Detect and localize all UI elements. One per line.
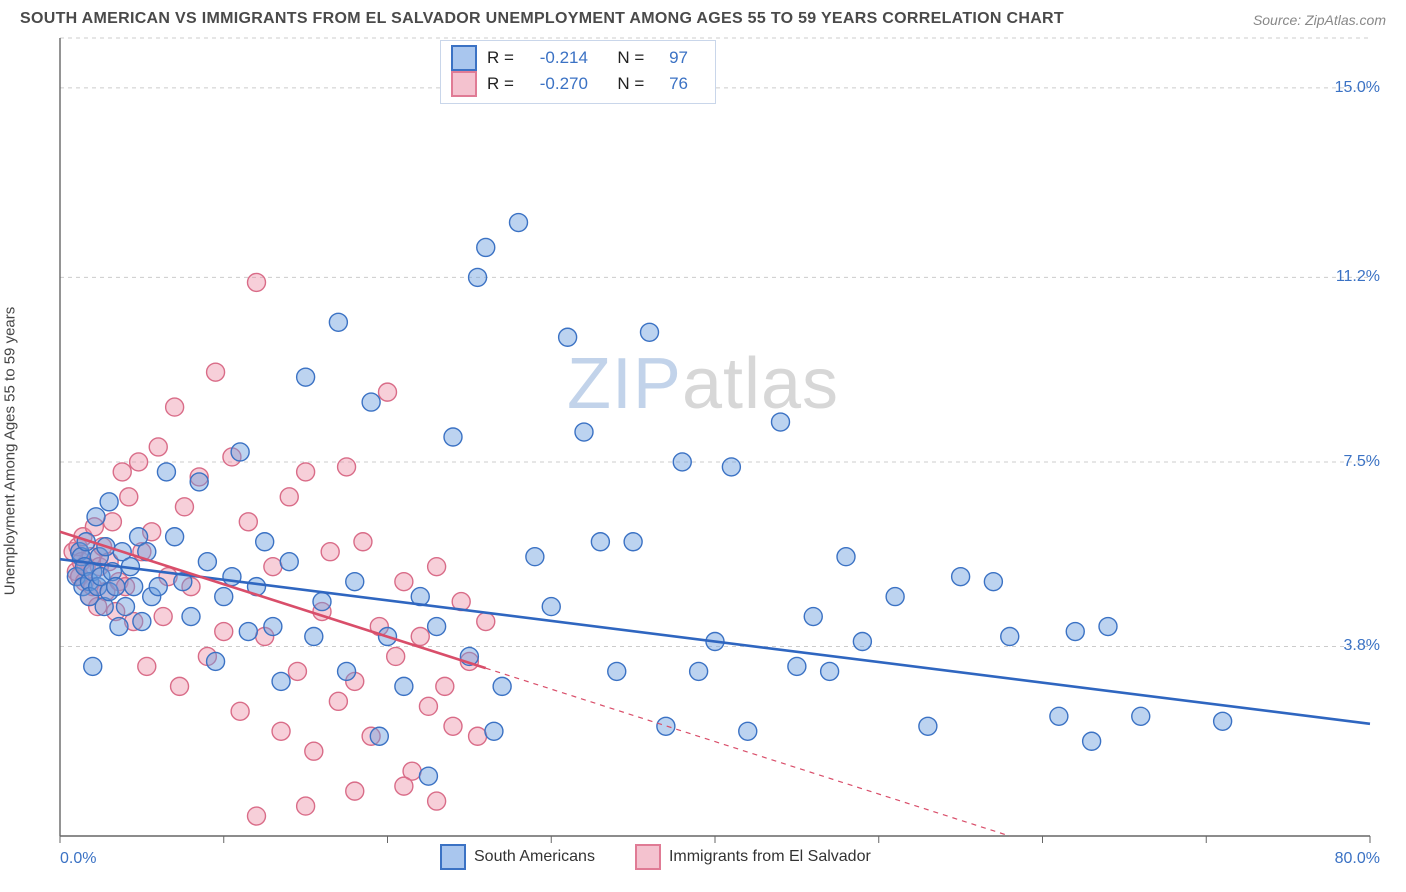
y-tick-label: 15.0%: [1335, 79, 1380, 97]
legend-item-1: Immigrants from El Salvador: [635, 844, 871, 870]
y-axis-label: Unemployment Among Ages 55 to 59 years: [2, 307, 19, 596]
y-tick-label: 3.8%: [1344, 637, 1380, 655]
correlation-chart: Unemployment Among Ages 55 to 59 years Z…: [20, 32, 1386, 870]
scatter-plot-canvas: [20, 32, 1386, 870]
stats-row-series-0: R =-0.214 N = 97: [451, 45, 699, 71]
swatch-series-1: [451, 71, 477, 97]
bottom-legend: South Americans Immigrants from El Salva…: [440, 844, 871, 870]
y-tick-label: 7.5%: [1344, 453, 1380, 471]
legend-item-0: South Americans: [440, 844, 595, 870]
swatch-series-0: [451, 45, 477, 71]
y-tick-label: 11.2%: [1336, 268, 1380, 286]
stats-row-series-1: R =-0.270 N = 76: [451, 71, 699, 97]
legend-swatch-1: [635, 844, 661, 870]
x-axis-min-label: 0.0%: [60, 850, 96, 868]
chart-title: SOUTH AMERICAN VS IMMIGRANTS FROM EL SAL…: [20, 10, 1064, 28]
stats-legend-box: R =-0.214 N = 97 R =-0.270 N = 76: [440, 40, 716, 104]
source-attribution: Source: ZipAtlas.com: [1253, 12, 1386, 28]
x-axis-max-label: 80.0%: [1335, 850, 1380, 868]
legend-label-0: South Americans: [474, 848, 595, 866]
legend-label-1: Immigrants from El Salvador: [669, 848, 871, 866]
legend-swatch-0: [440, 844, 466, 870]
